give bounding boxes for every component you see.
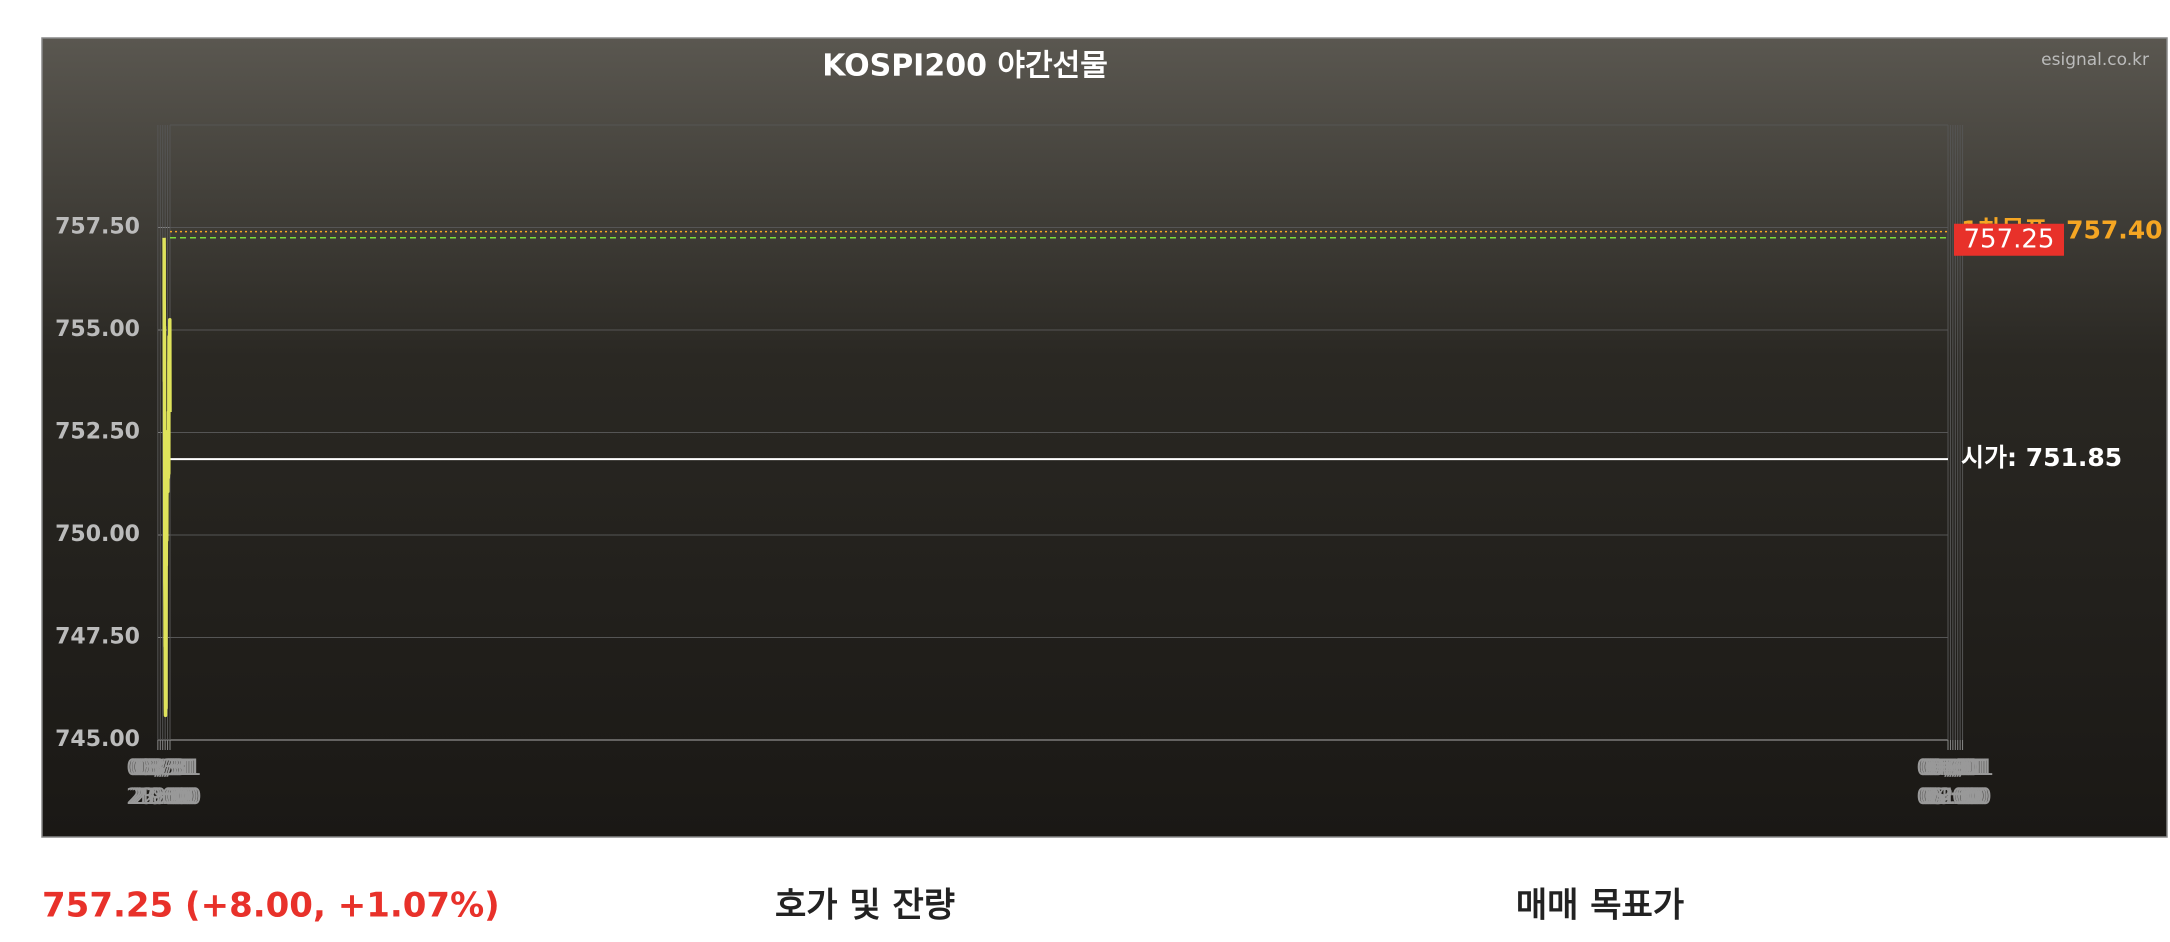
price-change: 757.25 (+8.00, +1.07%) [42,886,500,926]
price-tag-label: 757.25 [1964,224,2055,254]
price-line [162,237,172,718]
chart-panel [41,37,2168,838]
x-tick-label: 01:00 [1928,785,1991,810]
x-tick-label: 18:00 [138,785,201,810]
x-tick-label: 04/01 [1928,756,1991,781]
x-tick-label: 04/01 [1926,756,1989,781]
x-tick-label: 04/01 [1924,756,1987,781]
reference-label: 시가: 751.85 [1961,443,2122,472]
x-tick-label: 03/31 [133,756,196,781]
x-tick-label: 03/31 [129,756,192,781]
x-tick-label: 03/31 [126,756,189,781]
x-tick-label: 03/31 [131,756,194,781]
y-tick-label: 755.00 [55,317,140,342]
x-tick-label: 04/01 [1931,756,1994,781]
x-tick-label: 23:00 [126,785,189,810]
chart-title: KOSPI200 야간선물 [822,49,1108,84]
x-tick-label: 05:00 [1919,785,1982,810]
watermark: esignal.co.kr [2041,50,2149,70]
x-tick-label: 04/01 [1916,756,1979,781]
y-tick-label: 757.50 [55,215,140,240]
y-tick-label: 745.00 [55,727,140,752]
y-tick-label: 750.00 [55,522,140,547]
x-tick-label: 22:00 [129,785,192,810]
x-tick-label: 20:00 [133,785,196,810]
price-tag [1954,223,2064,256]
x-tick-label: 03/31 [136,756,199,781]
y-tick-label: 752.50 [55,420,140,445]
tab[interactable]: 호가 및 잔량 [775,886,955,926]
x-tick-label: 04/01 [1919,756,1982,781]
x-tick-label: 04:00 [1921,785,1984,810]
x-tick-label: 21:00 [131,785,194,810]
tab[interactable]: 매매 목표가 [1516,886,1684,926]
y-tick-label: 747.50 [55,625,140,650]
x-tick-label: 06:00 [1916,785,1979,810]
x-tick-label: 02:00 [1926,785,1989,810]
x-tick-label: 03:00 [1924,785,1987,810]
x-tick-label: 04/01 [1921,756,1984,781]
x-tick-label: 19:00 [136,785,199,810]
x-tick-label: 03/31 [138,756,201,781]
